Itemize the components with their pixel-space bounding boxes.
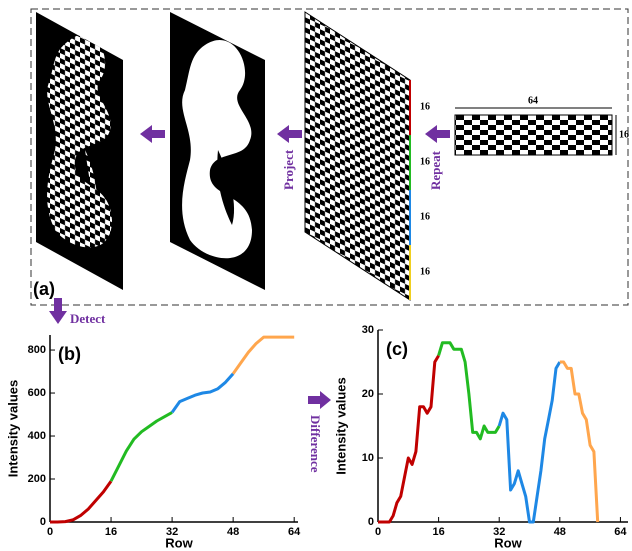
x-tick-label: 64 — [288, 526, 301, 538]
detect-label: Detect — [70, 311, 106, 326]
segment-label: 16 — [420, 266, 430, 277]
blob — [182, 39, 252, 259]
arrows — [49, 125, 450, 409]
segment-label: 16 — [420, 211, 430, 222]
panel-label: (a) — [33, 279, 55, 299]
x-tick-label: 16 — [105, 526, 117, 538]
project-label: Project — [281, 149, 296, 190]
frame — [30, 8, 629, 306]
series-line — [378, 354, 440, 524]
y-tick-label: 200 — [28, 473, 46, 485]
y-tick-label: 600 — [28, 387, 46, 399]
series-line — [109, 411, 173, 482]
panel-label: (b) — [58, 344, 81, 364]
x-tick-label: 64 — [614, 526, 627, 538]
segment-label: 16 — [420, 101, 430, 112]
y-axis-label: Intensity values — [5, 380, 20, 478]
segment-label: 16 — [420, 156, 430, 167]
x-tick-label: 32 — [493, 526, 505, 538]
series-line — [437, 341, 501, 441]
width-label: 64 — [528, 95, 538, 106]
x-tick-label: 48 — [554, 526, 566, 538]
y-tick-label: 0 — [368, 516, 374, 528]
series-line — [559, 360, 600, 523]
y-tick-label: 0 — [40, 516, 46, 528]
series-line — [497, 361, 562, 524]
x-tick-label: 32 — [166, 526, 178, 538]
y-tick-label: 800 — [28, 344, 46, 356]
y-tick-label: 10 — [362, 452, 374, 464]
y-tick-label: 30 — [362, 324, 374, 336]
panel-label: (c) — [386, 339, 408, 359]
x-axis-label: Row — [165, 535, 193, 550]
x-tick-label: 0 — [375, 526, 381, 538]
x-tick-label: 16 — [432, 526, 444, 538]
checker-panel — [304, 11, 411, 301]
x-axis-label: Row — [494, 535, 522, 550]
x-tick-label: 48 — [227, 526, 239, 538]
tile — [454, 114, 613, 156]
difference-label: Difference — [308, 415, 323, 473]
y-tick-label: 20 — [362, 388, 374, 400]
y-axis-label: Intensity values — [333, 377, 348, 475]
height-label: 16 — [619, 129, 629, 140]
x-tick-label: 0 — [47, 526, 53, 538]
y-tick-label: 400 — [28, 430, 46, 442]
series-line — [231, 335, 295, 375]
series-line — [170, 372, 235, 414]
repeat-label: Repeat — [428, 150, 443, 190]
series-line — [50, 480, 113, 524]
blob-hole — [217, 150, 235, 225]
